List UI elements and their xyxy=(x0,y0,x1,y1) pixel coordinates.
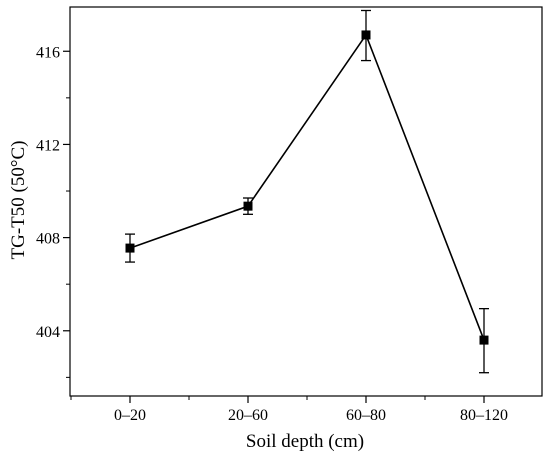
series-layer xyxy=(125,9,489,374)
x-tick-label: 0–20 xyxy=(114,407,146,424)
y-tick-label: 416 xyxy=(36,44,60,61)
x-tick-label: 60–80 xyxy=(346,407,386,424)
y-tick-label: 412 xyxy=(36,137,60,154)
y-tick-label: 404 xyxy=(36,324,60,341)
x-tick-label: 80–120 xyxy=(460,407,508,424)
y-tick-label: 408 xyxy=(36,231,60,248)
x-tick-label: 20–60 xyxy=(228,407,268,424)
data-point xyxy=(125,243,135,253)
series-line xyxy=(129,33,485,341)
data-point xyxy=(243,201,253,211)
plot-frame xyxy=(69,6,543,397)
data-point xyxy=(361,30,371,40)
x-axis-title: Soil depth (cm) xyxy=(246,431,364,452)
data-point xyxy=(479,335,489,345)
y-axis-title: TG-T50 (50°C) xyxy=(8,141,29,260)
axes: 404 408 412 416 0–20 20–60 60–80 80–120 xyxy=(36,6,543,424)
